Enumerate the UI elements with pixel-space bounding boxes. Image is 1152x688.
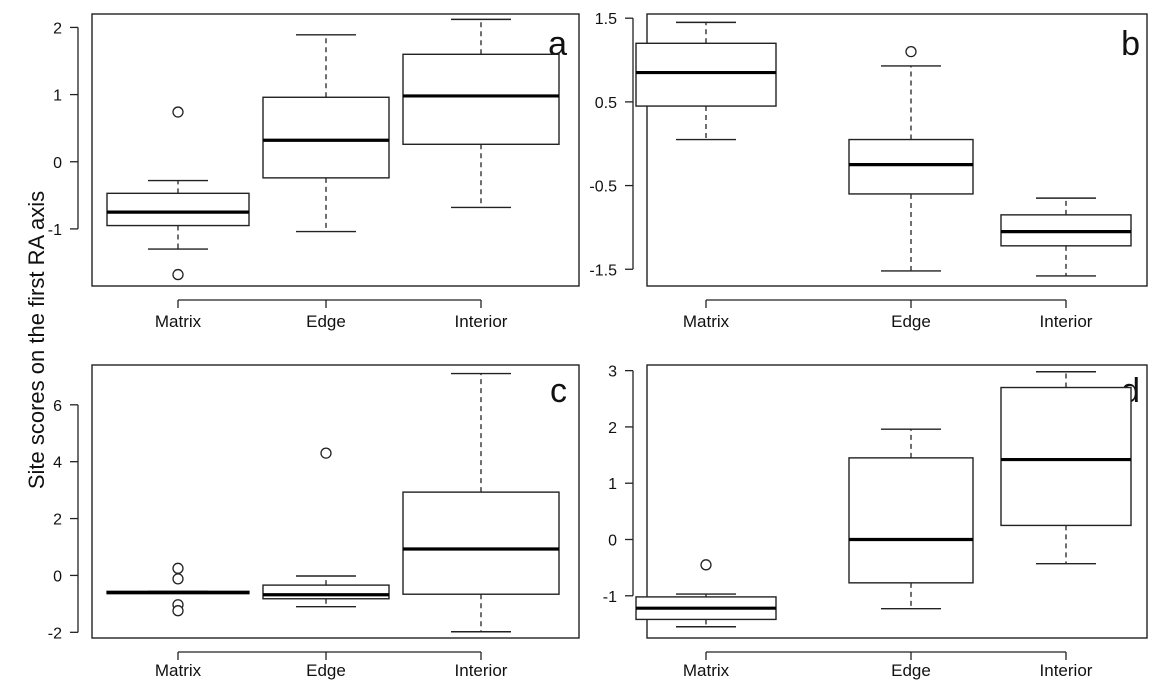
- x-category-label: Edge: [306, 312, 346, 331]
- outlier-point: [700, 559, 712, 571]
- panel-frame: [91, 364, 580, 639]
- panel-d: -10123MatrixEdgeInteriord: [603, 364, 1148, 680]
- x-category-label: Interior: [455, 661, 508, 680]
- y-tick-label: 0.5: [595, 95, 617, 112]
- x-category-label: Matrix: [155, 661, 202, 680]
- panel-c: -2 0 2 4 6 Matrix Edge Interior c: [48, 364, 580, 680]
- box-edge: [848, 457, 974, 584]
- y-tick-label: 0: [53, 568, 62, 585]
- outlier-point: [172, 562, 184, 574]
- x-category-label: Interior: [455, 312, 508, 331]
- y-tick-label: 4: [53, 455, 62, 472]
- box-interior: [402, 491, 560, 595]
- outlier-point: [172, 106, 184, 118]
- box-edge: [848, 138, 974, 195]
- y-tick-label: 2: [53, 512, 62, 529]
- outlier-point: [905, 46, 917, 58]
- panel-letter: b: [1121, 25, 1140, 63]
- y-tick-label: 0: [53, 155, 62, 172]
- y-tick-label: -1.5: [589, 262, 617, 279]
- y-tick-label: 3: [608, 364, 617, 381]
- box-matrix: [106, 192, 250, 227]
- box-interior: [1000, 386, 1132, 527]
- outlier-point: [172, 268, 184, 281]
- box-edge: [262, 584, 390, 600]
- x-category-label: Matrix: [155, 312, 202, 331]
- outlier-point: [172, 573, 184, 585]
- x-category-label: Interior: [1040, 312, 1093, 331]
- y-tick-label: 6: [53, 398, 62, 415]
- y-tick-label: -1: [603, 589, 617, 606]
- panel-frame: [646, 364, 1148, 639]
- x-category-label: Interior: [1040, 661, 1093, 680]
- y-tick-label: 0: [608, 532, 617, 549]
- panel-a: -1 0 1 2 Matrix Edge Interior a: [48, 13, 580, 331]
- y-tick-label: -0.5: [589, 179, 617, 196]
- panel-frame: [91, 13, 580, 287]
- outlier-point: [320, 447, 332, 459]
- y-tick-label: 1: [608, 476, 617, 493]
- y-tick-label: 1: [53, 88, 62, 105]
- y-tick-label: -2: [48, 625, 62, 642]
- y-tick-label: -1: [48, 222, 62, 239]
- y-tick-label: 2: [608, 420, 617, 437]
- x-category-label: Matrix: [683, 312, 730, 331]
- y-tick-label: 1.5: [595, 11, 617, 28]
- x-category-label: Matrix: [683, 661, 730, 680]
- panel-letter: c: [550, 372, 567, 410]
- x-category-label: Edge: [306, 661, 346, 680]
- box-matrix: [635, 42, 777, 107]
- panel-b: -1.5 -0.5 0.5 1.5 Matrix Edge Interior b: [589, 11, 1148, 331]
- box-edge: [262, 96, 390, 179]
- box-interior: [402, 53, 560, 145]
- outlier-point: [172, 605, 184, 617]
- panel-frame: [646, 13, 1148, 287]
- y-tick-label: 2: [53, 20, 62, 37]
- panel-letter: a: [548, 25, 567, 63]
- x-category-label: Edge: [891, 661, 931, 680]
- x-category-label: Edge: [891, 312, 931, 331]
- y-axis-label: Site scores on the first RA axis: [24, 191, 49, 489]
